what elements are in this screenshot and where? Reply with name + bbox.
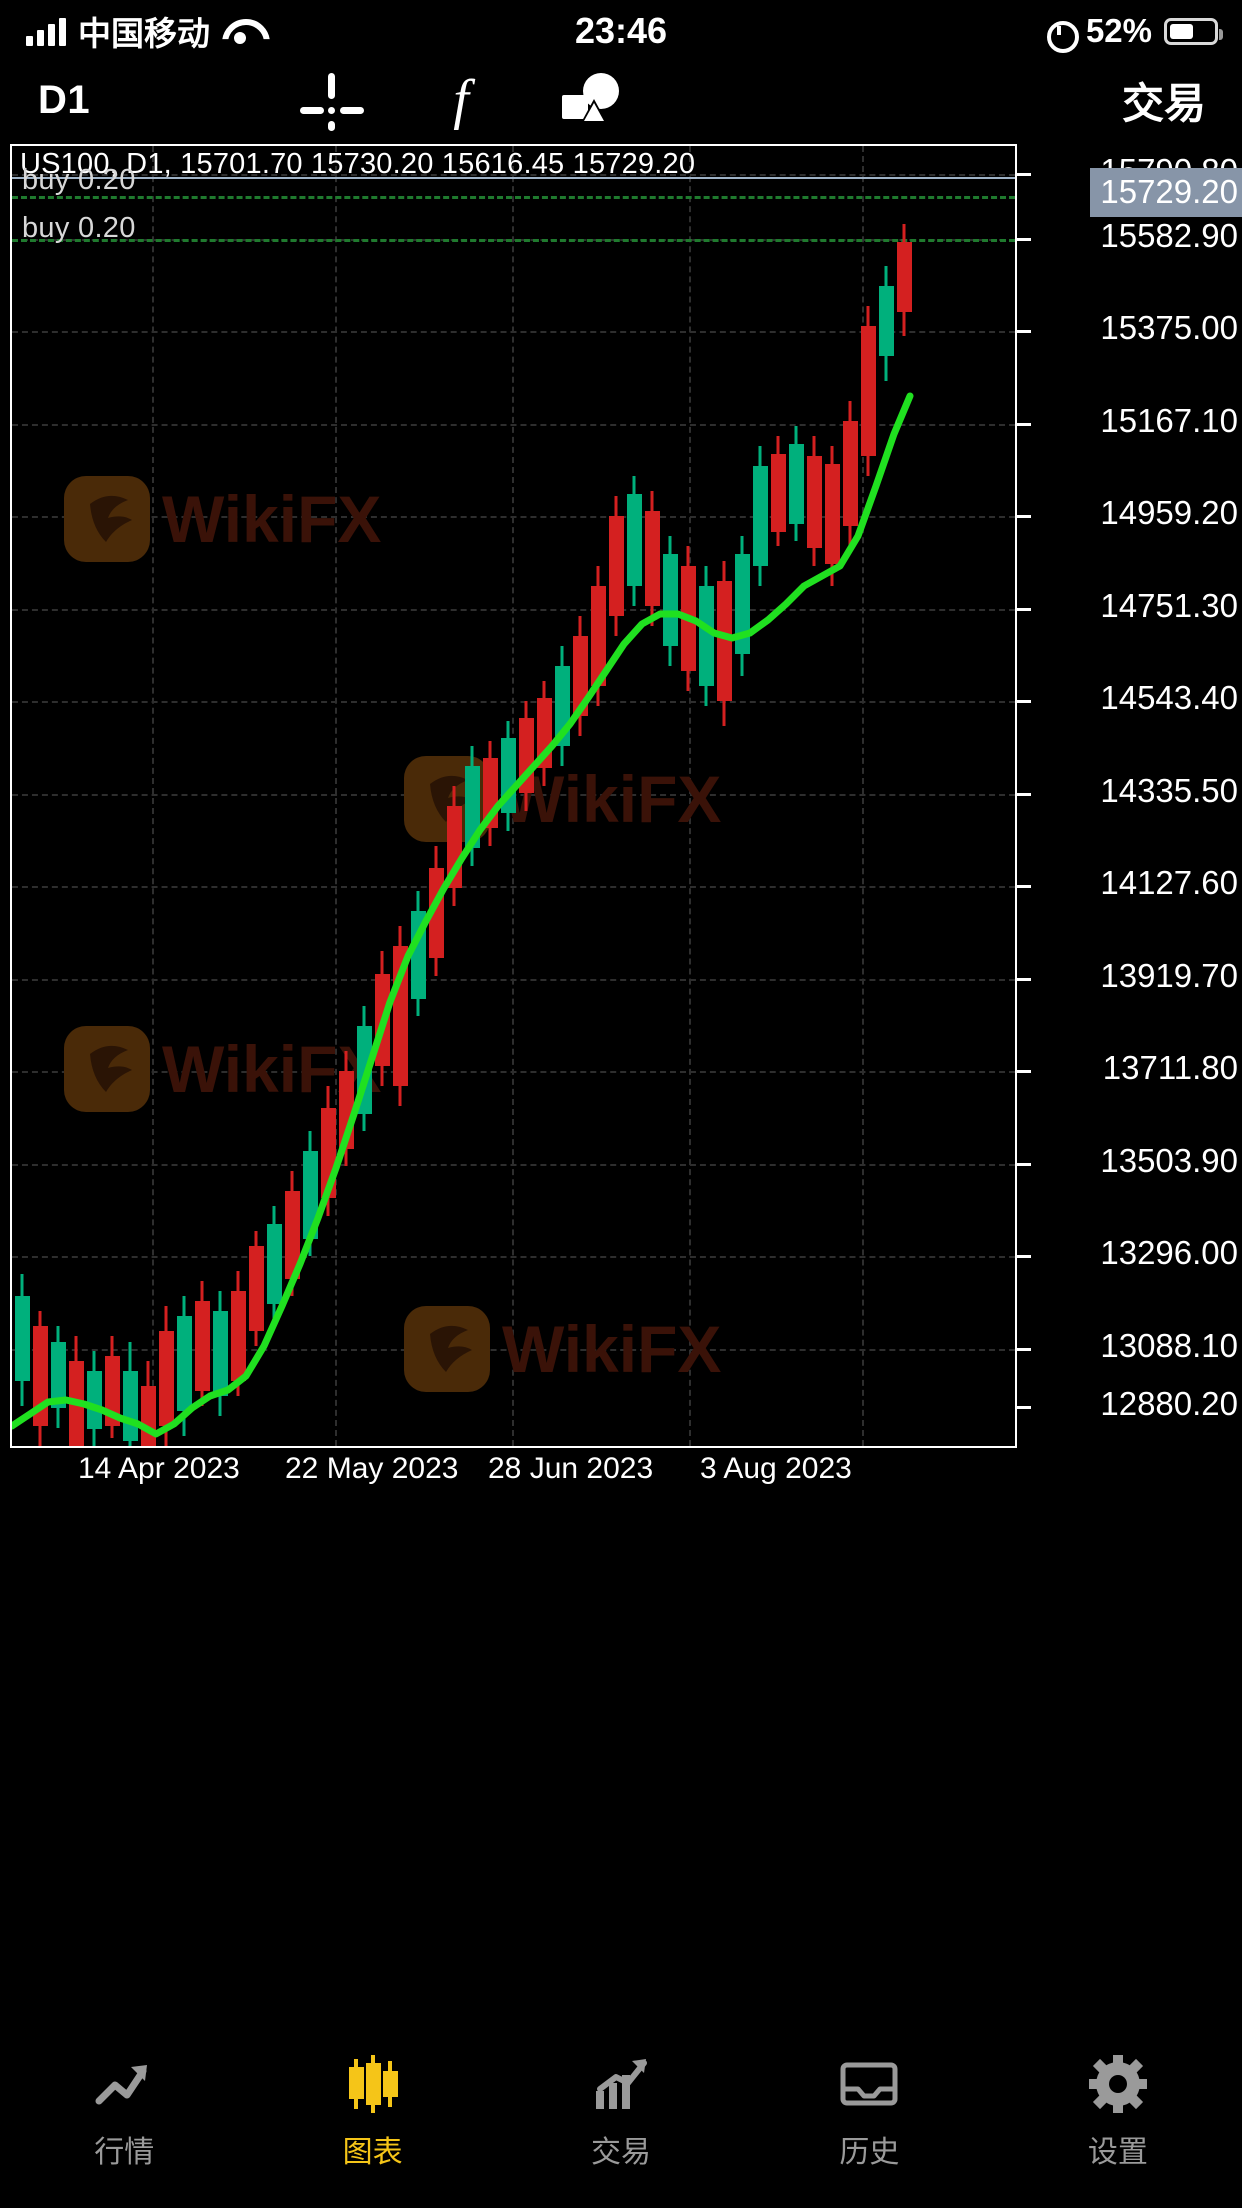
gridline-horizontal	[12, 609, 1015, 611]
price-tick-label: 15375.00	[1100, 309, 1238, 346]
indicators-function-icon[interactable]: f	[453, 69, 469, 131]
gridline-horizontal	[12, 701, 1015, 703]
date-tick-label: 14 Apr 2023	[78, 1452, 240, 1485]
candlestick-series	[12, 224, 914, 1446]
chart-toolbar: D1 f 交易	[0, 62, 1242, 138]
gridline-horizontal	[12, 174, 1015, 176]
gridline-horizontal	[12, 1071, 1015, 1073]
price-tick-dash	[1017, 978, 1031, 981]
toolbar-icon-group: f	[300, 62, 640, 138]
status-bar-right: 52%	[1044, 0, 1223, 62]
current-price-line	[12, 177, 1015, 179]
battery-percent-label: 52%	[1085, 12, 1152, 49]
status-bar-clock: 23:46	[574, 10, 668, 51]
price-tick-label: 13919.70	[1100, 957, 1238, 994]
price-tick-label: 14127.60	[1100, 864, 1238, 901]
gridline-horizontal	[12, 424, 1015, 426]
tab-quotes[interactable]: 行情	[0, 2018, 248, 2208]
alarm-clock-icon	[1044, 16, 1079, 53]
gridline-horizontal	[12, 1256, 1015, 1258]
current-price-tag: 15729.20	[1090, 168, 1242, 217]
gridline-horizontal	[12, 886, 1015, 888]
tab-label: 设置	[1087, 2136, 1148, 2169]
trade-arrow-icon	[590, 2055, 652, 2113]
price-tick-label: 15582.90	[1100, 217, 1238, 254]
battery-icon	[1164, 17, 1223, 45]
price-tick-label: 12880.20	[1100, 1385, 1238, 1422]
price-tick-dash	[1017, 330, 1031, 333]
tab-label: 历史	[839, 2136, 900, 2169]
charts-candles-icon	[342, 2055, 404, 2113]
gridline-vertical	[862, 146, 864, 1446]
date-axis: 14 Apr 2023 22 May 2023 28 Jun 2023 3 Au…	[0, 1452, 1242, 1496]
tab-label: 图表	[342, 2136, 403, 2169]
price-tick-dash	[1017, 238, 1031, 241]
gridline-vertical	[152, 146, 154, 1446]
trade-button[interactable]: 交易	[1121, 79, 1206, 127]
quotes-arrow-icon	[93, 2055, 155, 2113]
price-tick-label: 13711.80	[1102, 1049, 1238, 1086]
price-tick-dash	[1017, 423, 1031, 426]
tab-charts[interactable]: 图表	[248, 2018, 496, 2208]
date-tick-label: 28 Jun 2023	[488, 1452, 654, 1485]
price-tick-label: 14543.40	[1100, 679, 1238, 716]
tab-trade[interactable]: 交易	[497, 2018, 745, 2208]
price-tick-dash	[1017, 1255, 1031, 1258]
gridline-horizontal	[12, 516, 1015, 518]
gridline-vertical	[335, 146, 337, 1446]
price-tick-label: 13296.00	[1100, 1234, 1238, 1271]
price-tick-dash	[1017, 1163, 1031, 1166]
status-bar-left: 中国移动	[26, 0, 258, 62]
price-tick-label: 14335.50	[1100, 772, 1238, 809]
price-tick-dash	[1017, 1348, 1031, 1351]
price-tick-dash	[1017, 608, 1031, 611]
gridline-horizontal	[12, 1164, 1015, 1166]
status-bar: 中国移动 23:46 52%	[0, 0, 1242, 62]
price-tick-label: 14751.30	[1100, 587, 1238, 624]
price-tick-label: 13088.10	[1100, 1327, 1238, 1364]
carrier-label: 中国移动	[78, 15, 210, 52]
position-level-line	[12, 196, 1015, 199]
price-tick-dash	[1017, 793, 1031, 796]
objects-icon[interactable]	[560, 69, 622, 131]
tab-label: 行情	[94, 2136, 155, 2169]
history-inbox-icon	[838, 2055, 900, 2113]
chart-canvas: WikiFX WikiFX WikiFX	[12, 146, 1015, 1446]
position-label-buy-2[interactable]: buy 0.20	[22, 212, 136, 244]
price-tick-dash	[1017, 173, 1031, 176]
tab-label: 交易	[591, 2136, 652, 2169]
price-tick-label: 13503.90	[1100, 1142, 1238, 1179]
gridline-horizontal	[12, 1349, 1015, 1351]
date-tick-label: 3 Aug 2023	[700, 1452, 852, 1485]
cellular-signal-icon	[26, 16, 66, 46]
crosshair-icon[interactable]	[300, 69, 364, 131]
price-tick-dash	[1017, 885, 1031, 888]
price-chart[interactable]: WikiFX WikiFX WikiFX	[10, 144, 1017, 1448]
chart-header-ohlc: US100, D1, 15701.70 15730.20 15616.45 15…	[20, 148, 696, 180]
gridline-horizontal	[12, 979, 1015, 981]
price-tick-dash	[1017, 700, 1031, 703]
timeframe-button[interactable]: D1	[38, 77, 91, 122]
price-tick-dash	[1017, 1406, 1031, 1409]
tab-history[interactable]: 历史	[745, 2018, 993, 2208]
position-label-buy-1[interactable]: buy 0.20	[22, 164, 136, 196]
tab-settings[interactable]: 设置	[994, 2018, 1242, 2208]
gridline-horizontal	[12, 331, 1015, 333]
gridline-vertical	[689, 146, 691, 1446]
price-tick-dash	[1017, 515, 1031, 518]
price-tick-dash	[1017, 1070, 1031, 1073]
settings-gear-icon	[1087, 2055, 1149, 2113]
price-axis[interactable]: 15790.80 15729.20 15582.90 15375.00 1516…	[1017, 144, 1242, 1448]
bottom-tab-bar: 行情 图表	[0, 2018, 1242, 2208]
date-tick-label: 22 May 2023	[285, 1452, 459, 1485]
price-tick-label: 15167.10	[1100, 402, 1238, 439]
position-level-line	[12, 239, 1015, 242]
price-tick-label: 14959.20	[1100, 494, 1238, 531]
